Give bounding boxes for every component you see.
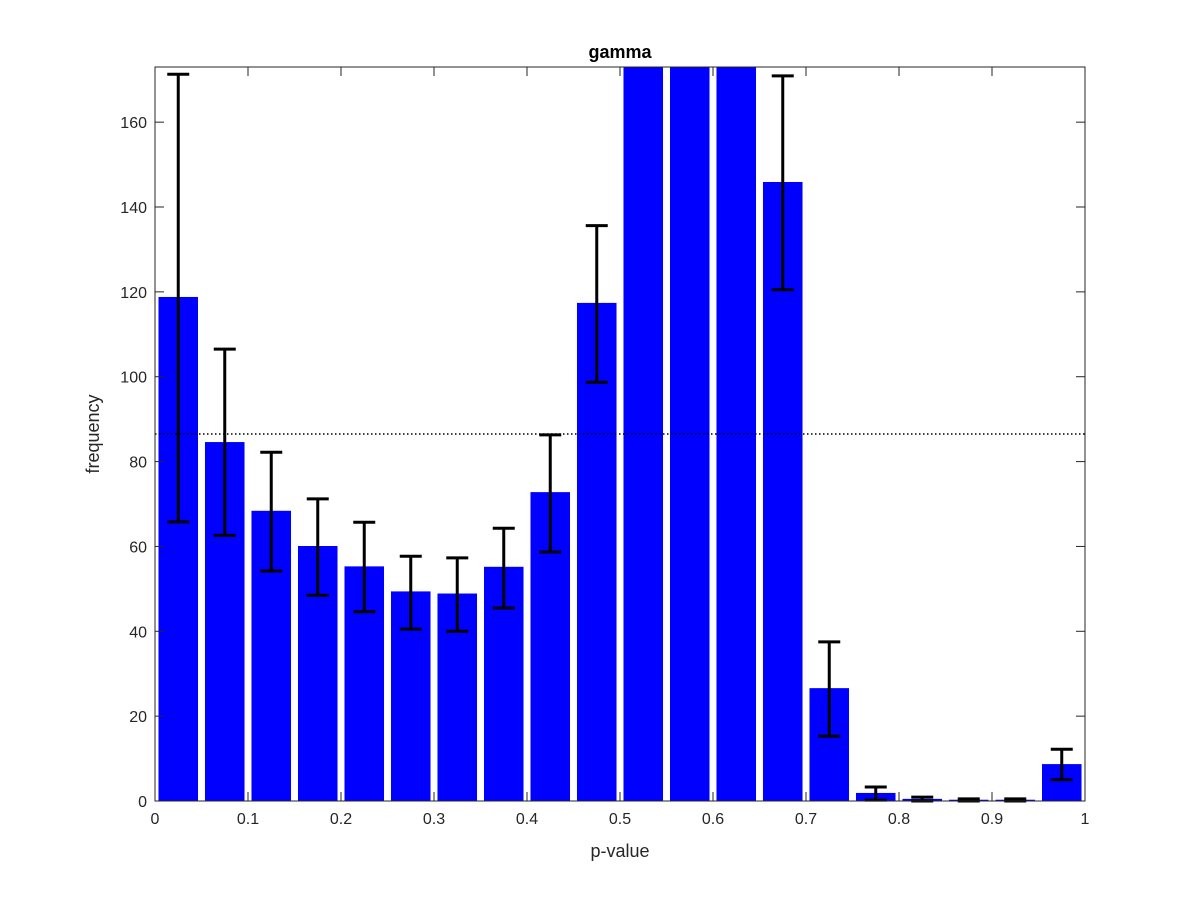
error-bar: [585, 224, 608, 384]
chart-title: gamma: [588, 42, 652, 62]
y-tick-label: 80: [129, 455, 147, 472]
x-tick-label: 0.4: [516, 811, 538, 828]
x-tick-label: 0.1: [237, 811, 259, 828]
x-axis-label: p-value: [590, 841, 649, 861]
error-bar: [213, 347, 236, 537]
y-tick-label: 140: [120, 200, 147, 217]
error-bar: [818, 640, 841, 738]
error-bar: [864, 785, 887, 802]
bars-group: [158, 67, 1082, 801]
error-bar: [167, 72, 190, 524]
y-axis-label: frequency: [83, 394, 103, 473]
error-bar: [1050, 747, 1073, 782]
y-tick-label: 100: [120, 370, 147, 387]
y-tick-label: 40: [129, 624, 147, 641]
error-bar: [446, 556, 469, 633]
x-tick-label: 0.7: [795, 811, 817, 828]
x-tick-label: 0: [151, 811, 160, 828]
x-tick-label: 0.3: [423, 811, 445, 828]
bar: [669, 67, 710, 801]
error-bars-group: [167, 72, 1073, 803]
x-tick-label: 0.8: [888, 811, 910, 828]
x-tick-label: 0.2: [330, 811, 352, 828]
error-bar: [492, 526, 515, 610]
y-tick-label: 60: [129, 539, 147, 556]
x-tick-label: 0.6: [702, 811, 724, 828]
y-tick-label: 0: [138, 794, 147, 811]
bar: [576, 302, 617, 801]
error-bar: [771, 74, 794, 292]
ticks-group: 0 0.1 0.2 0.3 0.4 0.5 0.6 0.7 0.8 0.9 1 0 20 40 60 80 10…: [120, 67, 1090, 828]
error-bar: [353, 520, 376, 614]
x-tick-label: 1: [1081, 811, 1090, 828]
error-bar: [539, 433, 562, 554]
error-bar: [306, 497, 329, 597]
error-bar: [399, 554, 422, 631]
y-tick-label: 120: [120, 285, 147, 302]
y-tick-label: 20: [129, 709, 147, 726]
x-tick-label: 0.5: [609, 811, 631, 828]
error-bar: [260, 450, 283, 573]
y-tick-label: 160: [120, 115, 147, 132]
x-tick-label: 0.9: [981, 811, 1003, 828]
